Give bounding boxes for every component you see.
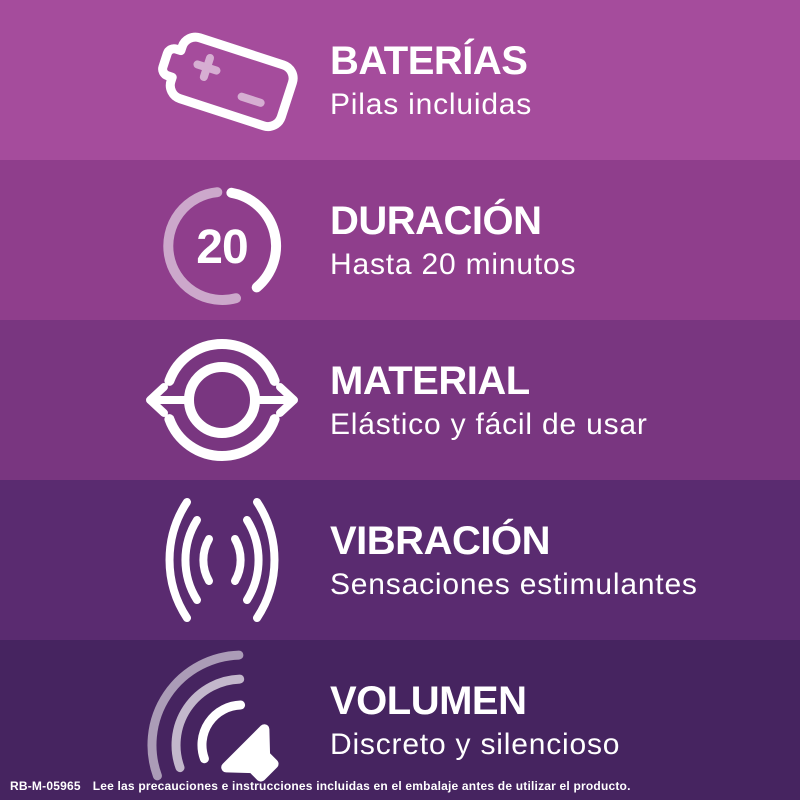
footer-disclaimer: RB-M-05965 Lee las precauciones e instruc… [10,779,631,793]
feature-title: VIBRACIÓN [330,518,550,563]
vibration-waves-icon [142,480,302,640]
feature-text-duracion: DURACIÓN Hasta 20 minutos [330,160,790,320]
feature-band-vibracion: VIBRACIÓN Sensaciones estimulantes [0,480,800,640]
feature-subtitle: Discreto y silencioso [330,727,621,761]
timer-dial-number: 20 [196,221,247,274]
feature-text-volumen: VOLUMEN Discreto y silencioso [330,640,790,800]
feature-band-volumen: VOLUMEN Discreto y silencioso [0,640,800,800]
feature-title: BATERÍAS [330,38,528,83]
speaker-volume-icon [142,640,302,800]
feature-title: MATERIAL [330,358,530,403]
disclaimer-text: Lee las precauciones e instrucciones inc… [92,779,631,793]
feature-band-baterias: BATERÍAS Pilas incluidas [0,0,800,160]
feature-subtitle: Sensaciones estimulantes [330,567,698,601]
feature-text-baterias: BATERÍAS Pilas incluidas [330,0,790,160]
stretch-material-icon [142,320,302,480]
product-code: RB-M-05965 [10,779,81,793]
feature-subtitle: Pilas incluidas [330,87,533,121]
feature-title: DURACIÓN [330,198,542,243]
feature-subtitle: Elástico y fácil de usar [330,407,648,441]
feature-text-material: MATERIAL Elástico y fácil de usar [330,320,790,480]
timer-20-icon: 20 [142,160,302,320]
battery-icon [142,0,302,160]
feature-band-material: MATERIAL Elástico y fácil de usar [0,320,800,480]
feature-band-duracion: 20 DURACIÓN Hasta 20 minutos [0,160,800,320]
feature-title: VOLUMEN [330,678,527,723]
feature-subtitle: Hasta 20 minutos [330,247,577,281]
feature-text-vibracion: VIBRACIÓN Sensaciones estimulantes [330,480,790,640]
